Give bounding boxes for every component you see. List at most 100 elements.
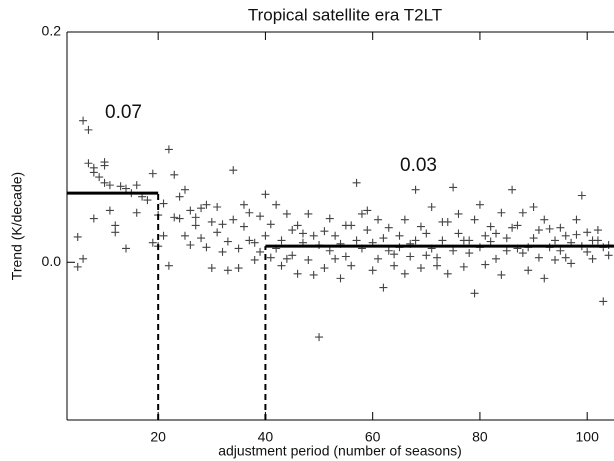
point — [159, 231, 168, 240]
point — [121, 184, 130, 193]
point — [288, 251, 297, 260]
point — [234, 264, 243, 273]
point — [374, 215, 383, 224]
point — [170, 213, 179, 222]
point — [207, 217, 216, 226]
point — [229, 166, 238, 175]
point — [497, 270, 506, 279]
point — [245, 208, 254, 217]
point — [105, 206, 114, 215]
point — [180, 185, 189, 194]
point — [282, 254, 291, 263]
point — [148, 238, 157, 247]
point — [164, 261, 173, 270]
point — [406, 252, 415, 261]
point — [593, 236, 602, 245]
point — [465, 236, 474, 245]
point — [315, 333, 324, 342]
point — [604, 251, 613, 260]
x-tick-label: 60 — [365, 429, 381, 445]
point — [148, 169, 157, 178]
point — [320, 264, 329, 273]
point — [100, 178, 109, 187]
point — [234, 244, 243, 253]
x-tick-label: 80 — [472, 429, 488, 445]
point — [288, 226, 297, 235]
point — [186, 206, 195, 215]
point — [73, 232, 82, 241]
point — [583, 228, 592, 237]
point — [524, 266, 533, 275]
point — [475, 200, 484, 209]
point — [508, 185, 517, 194]
point — [561, 253, 570, 262]
point — [261, 231, 270, 240]
point — [449, 183, 458, 192]
point — [529, 234, 538, 243]
point — [588, 254, 597, 263]
point — [561, 231, 570, 240]
point — [384, 223, 393, 232]
point — [443, 269, 452, 278]
point — [293, 221, 302, 230]
point — [309, 231, 318, 240]
point — [416, 264, 425, 273]
point — [121, 244, 130, 253]
point — [197, 234, 206, 243]
point — [325, 246, 334, 255]
point — [132, 181, 141, 190]
point — [320, 227, 329, 236]
point — [336, 274, 345, 283]
point — [175, 214, 184, 223]
point — [277, 261, 286, 270]
point — [347, 261, 356, 270]
point — [266, 220, 275, 229]
point — [534, 226, 543, 235]
point — [197, 204, 206, 213]
point — [282, 209, 291, 218]
point — [84, 125, 93, 134]
point — [331, 231, 340, 240]
point — [304, 255, 313, 264]
point — [79, 116, 88, 125]
point — [229, 215, 238, 224]
point — [347, 221, 356, 230]
y-axis-label: Trend (K/decade) — [9, 172, 25, 280]
point — [390, 250, 399, 259]
x-tick-label: 100 — [576, 429, 600, 445]
point — [180, 231, 189, 240]
x-axis-label: adjustment period (number of seasons) — [218, 443, 462, 459]
point — [577, 191, 586, 200]
point — [256, 247, 265, 256]
point — [341, 252, 350, 261]
point — [411, 185, 420, 194]
point — [309, 270, 318, 279]
fit-label: 0.03 — [400, 155, 437, 176]
point — [132, 208, 141, 217]
point — [508, 223, 517, 232]
point — [443, 217, 452, 226]
point — [599, 297, 608, 306]
point — [304, 209, 313, 218]
point — [116, 182, 125, 191]
point — [540, 274, 549, 283]
x-tick-label: 40 — [258, 429, 274, 445]
point — [567, 259, 576, 268]
point — [481, 231, 490, 240]
point — [379, 234, 388, 243]
point — [223, 237, 232, 246]
point — [572, 215, 581, 224]
point — [191, 221, 200, 230]
point — [459, 262, 468, 271]
y-tick-label: 0.0 — [42, 253, 62, 269]
point — [534, 253, 543, 262]
point — [470, 289, 479, 298]
point — [583, 247, 592, 256]
point — [513, 221, 522, 230]
point — [261, 190, 270, 199]
point — [422, 229, 431, 238]
point — [298, 229, 307, 238]
point — [164, 145, 173, 154]
